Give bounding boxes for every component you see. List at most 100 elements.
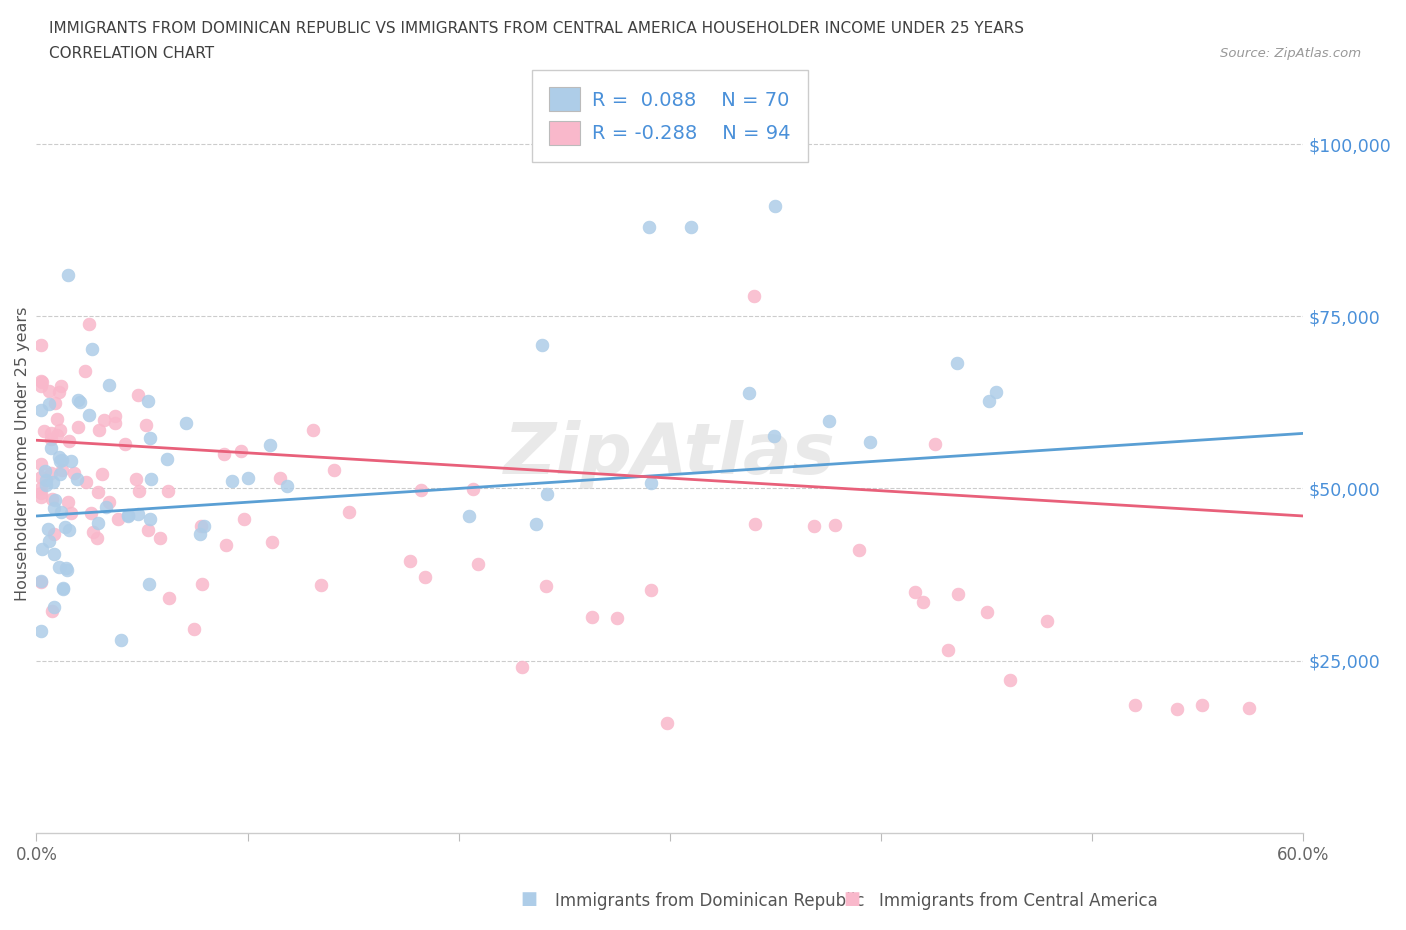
Point — [35, 472, 58, 487]
Point — [212, 447, 235, 462]
Text: Immigrants from Dominican Republic: Immigrants from Dominican Republic — [555, 892, 865, 910]
Point — [49, 422, 72, 437]
Point — [98, 377, 121, 392]
Point — [301, 422, 323, 437]
Point — [311, 578, 333, 592]
Point — [183, 621, 205, 636]
Point — [229, 444, 252, 458]
Point — [984, 385, 1007, 400]
Point — [1000, 672, 1022, 687]
Point — [157, 483, 180, 498]
Point — [139, 431, 162, 445]
Point — [859, 434, 882, 449]
Point — [30, 470, 52, 485]
Point — [48, 384, 70, 399]
Point — [80, 341, 103, 356]
Point — [79, 505, 101, 520]
Point — [30, 489, 52, 504]
Point — [1166, 701, 1188, 716]
Point — [744, 288, 766, 303]
Point — [30, 338, 52, 352]
Point — [60, 454, 83, 469]
Point — [41, 604, 63, 618]
Text: CORRELATION CHART: CORRELATION CHART — [49, 46, 214, 61]
Point — [93, 412, 115, 427]
Point — [946, 587, 969, 602]
Point — [48, 559, 70, 574]
Point — [763, 429, 786, 444]
Point — [679, 219, 702, 234]
Point — [323, 462, 346, 477]
Point — [936, 643, 959, 658]
Point — [976, 604, 998, 619]
Point — [52, 580, 75, 595]
Point — [127, 506, 149, 521]
Point — [1125, 698, 1147, 712]
Point — [276, 478, 298, 493]
Point — [45, 412, 67, 427]
Point — [59, 505, 82, 520]
Point — [114, 437, 136, 452]
Point — [41, 491, 63, 506]
Point — [524, 516, 547, 531]
Point — [640, 475, 662, 490]
Point — [125, 472, 148, 486]
Point — [818, 413, 841, 428]
Point — [58, 523, 80, 538]
Point — [82, 525, 104, 539]
Point — [42, 600, 65, 615]
Text: Source: ZipAtlas.com: Source: ZipAtlas.com — [1220, 46, 1361, 60]
Point — [640, 582, 662, 597]
Point — [127, 387, 149, 402]
Point — [117, 507, 139, 522]
Point — [128, 484, 150, 498]
Point — [262, 534, 284, 549]
Point — [269, 471, 291, 485]
Point — [848, 542, 870, 557]
Point — [174, 416, 197, 431]
Point — [530, 338, 553, 352]
Point — [606, 610, 628, 625]
Point — [86, 485, 108, 499]
Point — [215, 537, 238, 551]
Point — [221, 474, 243, 489]
Point — [30, 624, 52, 639]
Point — [39, 432, 62, 446]
Point — [67, 392, 90, 407]
Point — [42, 526, 65, 541]
Point — [30, 574, 52, 589]
Point — [744, 516, 766, 531]
Point — [413, 570, 436, 585]
Y-axis label: Householder Income Under 25 years: Householder Income Under 25 years — [15, 307, 30, 601]
Point — [49, 454, 72, 469]
Point — [1036, 614, 1059, 629]
Text: Immigrants from Central America: Immigrants from Central America — [879, 892, 1157, 910]
Point — [34, 463, 56, 478]
Point — [41, 466, 63, 481]
Point — [193, 519, 215, 534]
Point — [945, 355, 967, 370]
Point — [31, 375, 53, 390]
Point — [55, 561, 77, 576]
Point — [77, 407, 100, 422]
Point — [536, 486, 558, 501]
Point — [581, 610, 603, 625]
Point — [911, 595, 934, 610]
Point — [467, 556, 489, 571]
Point — [87, 516, 110, 531]
Point — [42, 501, 65, 516]
Point — [67, 420, 90, 435]
Point — [765, 199, 787, 214]
Point — [924, 436, 946, 451]
Point — [232, 512, 254, 526]
Point — [1191, 698, 1213, 712]
Point — [138, 393, 160, 408]
Point — [1237, 700, 1260, 715]
Point — [190, 519, 212, 534]
Point — [91, 467, 114, 482]
Point — [979, 394, 1001, 409]
Point — [69, 395, 91, 410]
Point — [39, 441, 62, 456]
Point — [51, 453, 73, 468]
Point — [411, 483, 433, 498]
